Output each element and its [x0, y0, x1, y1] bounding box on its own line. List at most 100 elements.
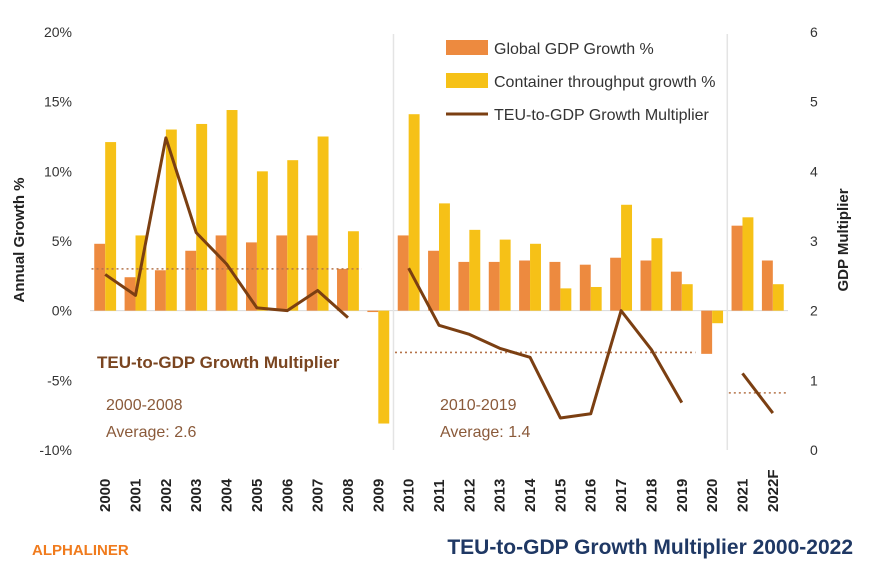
bar-container-growth [712, 310, 724, 324]
chart-title: TEU-to-GDP Growth Multiplier 2000-2022 [447, 536, 853, 559]
x-tick-label: 2006 [279, 479, 296, 512]
bar-container-growth [621, 204, 633, 311]
x-tick-label: 2012 [461, 479, 478, 512]
y-tick-label: -10% [39, 442, 72, 458]
bar-container-growth [196, 123, 208, 311]
bars [94, 110, 784, 424]
bar-container-growth [469, 229, 481, 311]
legend: Global GDP Growth % Container throughput… [446, 40, 715, 124]
x-tick-label: 2002 [158, 479, 175, 512]
y-tick-label: 15% [44, 94, 72, 110]
y-tick-label: 5% [52, 233, 72, 249]
x-tick-label: 2013 [492, 479, 509, 512]
y2-tick-label: 3 [810, 233, 818, 249]
x-tick-label: 2016 [583, 479, 600, 512]
bar-container-growth [256, 171, 268, 311]
x-tick-label: 2003 [188, 479, 205, 512]
bar-gdp-growth [154, 270, 166, 311]
multiplier-line [104, 136, 775, 420]
multiplier-line-segment [104, 136, 349, 319]
brand-logo-text: ALPHALINER [32, 542, 129, 559]
annotation-title: TEU-to-GDP Growth Multiplier [97, 353, 340, 372]
left-axis-ticks: -10% -5% 0% 5% 10% 15% 20% [39, 24, 72, 458]
bar-gdp-growth [519, 260, 531, 311]
bar-container-growth [742, 217, 754, 311]
annotation-period-2: 2010-2019 [440, 397, 517, 414]
bar-container-growth [287, 160, 299, 311]
legend-label-multiplier: TEU-to-GDP Growth Multiplier [494, 107, 710, 124]
bar-gdp-growth [761, 260, 773, 311]
bar-container-growth [651, 238, 663, 311]
bar-container-growth [439, 203, 450, 311]
x-tick-label: 2015 [552, 479, 569, 512]
x-tick-label: 2017 [613, 479, 630, 512]
y-axis-title: Annual Growth % [11, 178, 28, 303]
y2-tick-label: 1 [810, 372, 818, 388]
average-lines [91, 268, 787, 394]
right-axis-ticks: 0 1 2 3 4 5 6 [810, 24, 818, 458]
y2-tick-label: 5 [810, 94, 818, 110]
x-axis-ticks: 2000 2001 2002 2003 2004 2005 2006 2007 2008 2009… [97, 469, 782, 512]
bar-gdp-growth [306, 235, 318, 311]
bar-gdp-growth [579, 264, 591, 311]
bar-gdp-growth [701, 310, 713, 354]
x-tick-label: 2001 [128, 479, 145, 512]
bar-gdp-growth [670, 271, 682, 311]
legend-swatch-teu [446, 73, 488, 88]
bar-container-growth [347, 231, 359, 311]
bar-container-growth [378, 310, 390, 424]
bar-container-growth [408, 114, 420, 311]
bar-gdp-growth [397, 235, 409, 311]
legend-label-gdp: Global GDP Growth % [494, 41, 654, 58]
y-tick-label: 10% [44, 163, 72, 179]
bar-container-growth [560, 288, 572, 311]
multiplier-line-segment [741, 372, 775, 414]
bar-gdp-growth [245, 242, 257, 311]
bar-container-growth [590, 286, 602, 311]
x-tick-label: 2014 [522, 478, 539, 512]
x-tick-label: 2007 [310, 479, 327, 512]
x-tick-label: 2019 [674, 479, 691, 512]
x-tick-label: 2000 [97, 479, 114, 512]
bar-container-growth [530, 243, 541, 311]
bar-container-growth [105, 142, 117, 311]
x-tick-label: 2008 [340, 479, 357, 512]
bar-gdp-growth [215, 235, 227, 311]
y2-axis-title: GDP Multiplier [835, 188, 852, 291]
bar-container-growth [226, 110, 238, 311]
annotations: TEU-to-GDP Growth Multiplier 2000-2008 A… [97, 353, 531, 441]
x-tick-label: 2009 [370, 479, 387, 512]
x-tick-label: 2022F [765, 469, 782, 512]
bar-gdp-growth [549, 261, 561, 311]
x-tick-label: 2004 [219, 478, 236, 512]
y2-tick-label: 0 [810, 442, 818, 458]
y2-tick-label: 6 [810, 24, 818, 40]
legend-label-teu: Container throughput growth % [494, 74, 715, 91]
y-tick-label: 0% [52, 303, 72, 319]
x-tick-label: 2005 [249, 479, 266, 512]
bar-container-growth [165, 129, 177, 311]
legend-swatch-gdp [446, 40, 488, 55]
y2-tick-label: 4 [810, 163, 818, 179]
x-tick-label: 2020 [704, 479, 721, 512]
bar-gdp-growth [367, 310, 379, 313]
annotation-period-1: 2000-2008 [106, 397, 183, 414]
annotation-average-2: Average: 1.4 [440, 424, 531, 441]
annotation-average-1: Average: 2.6 [106, 424, 197, 441]
bar-container-growth [317, 136, 329, 311]
bar-gdp-growth [610, 257, 622, 311]
y-tick-label: 20% [44, 24, 72, 40]
multiplier-line-segment [407, 267, 684, 420]
bar-gdp-growth [94, 243, 106, 311]
bar-gdp-growth [276, 235, 288, 311]
y2-tick-label: 2 [810, 303, 818, 319]
bar-gdp-growth [124, 277, 136, 311]
bar-gdp-growth [458, 261, 470, 311]
bar-container-growth [499, 239, 511, 311]
bar-gdp-growth [640, 260, 652, 311]
bar-container-growth [681, 284, 693, 311]
x-tick-label: 2010 [401, 479, 418, 512]
bar-gdp-growth [488, 261, 500, 311]
x-tick-label: 2021 [734, 479, 751, 512]
